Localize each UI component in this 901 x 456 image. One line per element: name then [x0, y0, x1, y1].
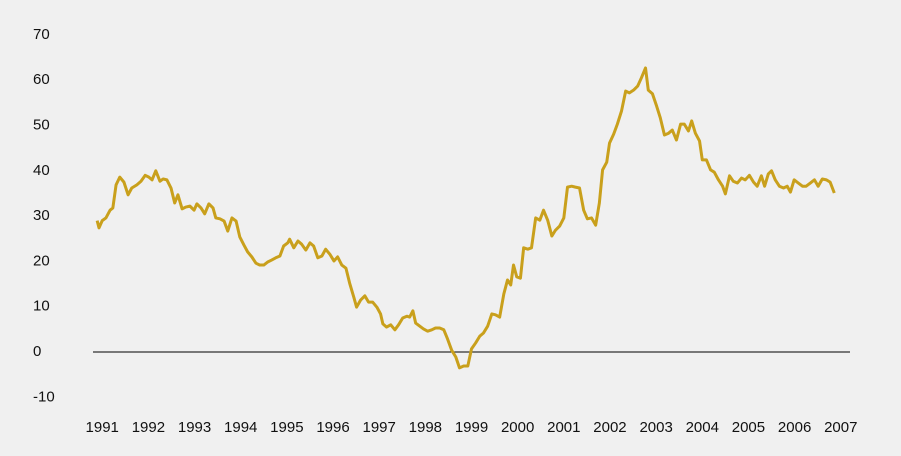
y-tick-label: 0 [33, 343, 41, 360]
x-tick-label: 1998 [409, 419, 442, 436]
line [95, 66, 836, 370]
x-tick-label: 1994 [224, 419, 257, 436]
x-tick-label: 2004 [686, 419, 719, 436]
x-tick-label: 2002 [593, 419, 626, 436]
y-tick-label: -10 [33, 388, 55, 405]
x-tick-label: 1992 [132, 419, 165, 436]
x-tick-label: 2000 [501, 419, 534, 436]
x-tick-label: 2007 [824, 419, 857, 436]
x-tick-label: 2003 [639, 419, 672, 436]
x-tick-label: 2001 [547, 419, 580, 436]
x-tick-label: 1991 [86, 419, 119, 436]
x-tick-label: 2005 [732, 419, 765, 436]
y-tick-label: 40 [33, 162, 50, 179]
x-tick-label: 1996 [316, 419, 349, 436]
x-tick-label: 2006 [778, 419, 811, 436]
x-tick-label: 1993 [178, 419, 211, 436]
y-tick-label: 70 [33, 26, 50, 43]
x-tick-label: 1997 [362, 419, 395, 436]
x-tick-label: 1995 [270, 419, 303, 436]
x-tick-label: 1999 [455, 419, 488, 436]
y-tick-label: 60 [33, 71, 50, 88]
y-tick-label: 20 [33, 252, 50, 269]
y-tick-label: 10 [33, 298, 50, 315]
y-tick-label: 30 [33, 207, 50, 224]
y-tick-label: 50 [33, 116, 50, 133]
